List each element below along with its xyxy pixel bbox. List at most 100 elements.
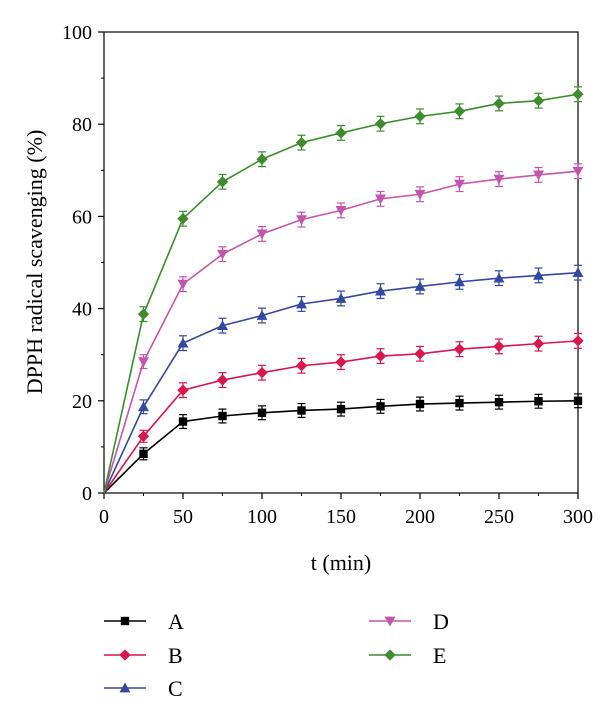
data-point	[493, 272, 505, 283]
legend-marker	[384, 649, 396, 661]
data-point	[336, 404, 346, 414]
y-tick-label: 80	[72, 114, 92, 136]
legend-item-b: B	[104, 643, 183, 668]
axis-ticks: 0 50 100 150 200 250 300 0 20 40 60 80 100	[62, 22, 593, 528]
legend-label: C	[168, 676, 183, 701]
data-point	[532, 337, 545, 350]
x-tick-label: 250	[484, 506, 514, 528]
data-point	[335, 127, 347, 139]
x-axis-title: t (min)	[311, 550, 372, 575]
data-point	[256, 153, 268, 165]
data-point	[256, 310, 268, 320]
data-point	[217, 249, 228, 260]
series-c	[103, 264, 584, 494]
y-tick-label: 100	[62, 22, 92, 44]
series-layer	[103, 86, 584, 494]
data-point	[216, 374, 229, 386]
data-point	[296, 215, 307, 226]
series-e	[103, 86, 584, 494]
data-point	[375, 194, 386, 205]
data-point	[534, 397, 543, 406]
data-point	[414, 110, 426, 123]
data-point	[415, 399, 425, 409]
legend-item-a: A	[104, 609, 184, 634]
series-a	[103, 393, 583, 494]
data-point	[493, 97, 505, 110]
data-point	[414, 189, 426, 200]
data-point	[572, 267, 584, 278]
data-point	[335, 206, 347, 216]
data-point	[257, 408, 267, 417]
data-point	[374, 350, 387, 362]
data-point	[177, 384, 189, 396]
x-tick-label: 0	[99, 506, 109, 528]
data-point	[533, 170, 544, 181]
data-point	[217, 320, 228, 331]
data-point	[297, 406, 306, 415]
data-point	[453, 343, 466, 355]
data-point	[335, 292, 347, 303]
y-axis-title: DPPH radical scavenging (%)	[22, 130, 47, 395]
data-point	[572, 88, 584, 100]
x-tick-label: 300	[563, 506, 593, 528]
data-point	[138, 401, 149, 412]
y-tick-label: 20	[72, 391, 92, 413]
data-point	[532, 95, 545, 107]
data-point	[139, 449, 148, 459]
legend-label: B	[168, 643, 183, 668]
data-point	[178, 417, 188, 426]
legend-item-c: C	[104, 676, 183, 701]
data-point	[137, 430, 150, 442]
data-point	[376, 402, 385, 411]
x-tick-label: 200	[405, 506, 435, 528]
data-point	[256, 229, 268, 240]
data-point	[453, 105, 466, 117]
y-tick-label: 0	[82, 483, 92, 505]
data-point	[295, 360, 308, 372]
data-point	[138, 357, 149, 368]
data-point	[493, 174, 505, 185]
x-tick-label: 100	[247, 506, 277, 528]
data-point	[455, 398, 464, 408]
legend-label: A	[168, 609, 184, 634]
legend: ABC DE	[104, 609, 449, 701]
legend-item-e: E	[369, 643, 446, 668]
data-point	[414, 281, 426, 291]
plot-frame	[103, 31, 579, 494]
legend-marker	[119, 649, 131, 661]
x-tick-label: 150	[326, 506, 356, 528]
legend-label: D	[433, 609, 449, 634]
data-point	[414, 348, 426, 360]
data-point	[177, 279, 189, 290]
series-d	[103, 163, 584, 494]
data-point	[295, 136, 308, 149]
series-line	[103, 170, 579, 494]
data-point	[177, 337, 189, 348]
legend-label: E	[433, 643, 446, 668]
data-point	[493, 340, 505, 353]
y-tick-label: 60	[72, 206, 92, 228]
data-point	[533, 269, 544, 280]
data-point	[137, 308, 150, 320]
data-point	[573, 396, 583, 405]
data-point	[256, 367, 268, 379]
data-point	[494, 397, 504, 407]
data-point	[177, 213, 189, 225]
y-tick-label: 40	[72, 299, 92, 321]
data-point	[454, 276, 465, 287]
data-point	[218, 411, 227, 421]
series-b	[103, 332, 584, 494]
data-point	[335, 356, 347, 368]
legend-marker	[384, 616, 396, 627]
data-point	[454, 179, 465, 190]
data-point	[375, 285, 386, 296]
legend-marker	[120, 616, 130, 626]
legend-marker	[119, 682, 131, 693]
data-point	[296, 298, 307, 309]
data-point	[216, 176, 229, 188]
x-tick-label: 50	[173, 506, 193, 528]
data-point	[572, 166, 584, 177]
data-point	[374, 118, 387, 130]
data-point	[572, 335, 584, 347]
